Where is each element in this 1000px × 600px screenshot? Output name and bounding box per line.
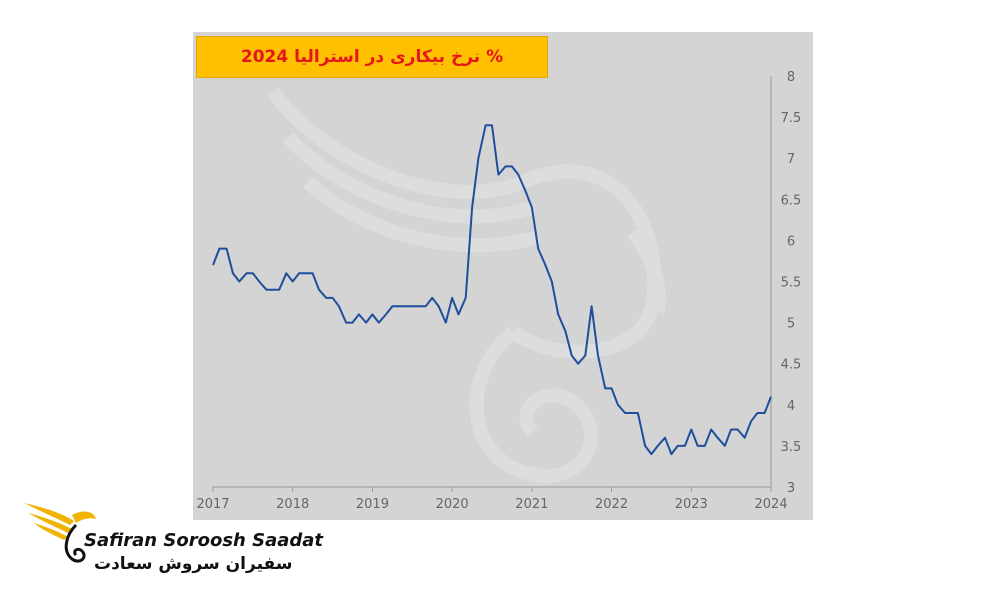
brand-logo-icon	[24, 503, 96, 563]
y-tick-label: 3	[787, 481, 795, 496]
x-tick-label: 2022	[595, 497, 628, 512]
y-tick-label: 7.5	[781, 111, 802, 126]
chart-title-box: % نرخ بیکاری در استرالیا 2024	[196, 36, 548, 78]
y-tick-label: 6.5	[781, 193, 802, 208]
x-tick-label: 2019	[356, 497, 389, 512]
x-tick-label: 2020	[436, 497, 469, 512]
brand-name-persian: سفیران سروش سعادت	[94, 554, 293, 574]
chart-panel: 2017 2018 2019 2020 2021 2022 2023 2024 3 3.5 4 4.…	[193, 32, 813, 520]
y-tick-label: 3.5	[781, 440, 802, 455]
y-tick-label: 8	[787, 70, 795, 85]
unemployment-series-line	[212, 124, 772, 456]
chart-title: % نرخ بیکاری در استرالیا 2024	[240, 47, 504, 67]
y-tick-label: 7	[787, 152, 795, 167]
brand-name-english: Safiran Soroosh Saadat	[84, 530, 324, 551]
logo-watermark	[267, 87, 666, 483]
y-tick-label: 6	[787, 234, 795, 249]
x-axis-ticks: 2017 2018 2019 2020 2021 2022 2023 2024	[196, 487, 788, 512]
x-tick-label: 2021	[515, 497, 548, 512]
x-tick-label: 2023	[675, 497, 708, 512]
x-tick-label: 2024	[754, 497, 787, 512]
y-tick-label: 4.5	[781, 358, 802, 373]
x-tick-label: 2017	[196, 497, 229, 512]
y-axis-ticks: 3 3.5 4 4.5 5 5.5 6 6.5 7 7.5 8	[781, 70, 802, 496]
y-tick-label: 4	[787, 399, 795, 414]
unemployment-line-chart: 2017 2018 2019 2020 2021 2022 2023 2024 3 3.5 4 4.…	[196, 70, 802, 512]
y-tick-label: 5	[787, 317, 795, 332]
y-tick-label: 5.5	[781, 276, 802, 291]
x-tick-label: 2018	[276, 497, 309, 512]
